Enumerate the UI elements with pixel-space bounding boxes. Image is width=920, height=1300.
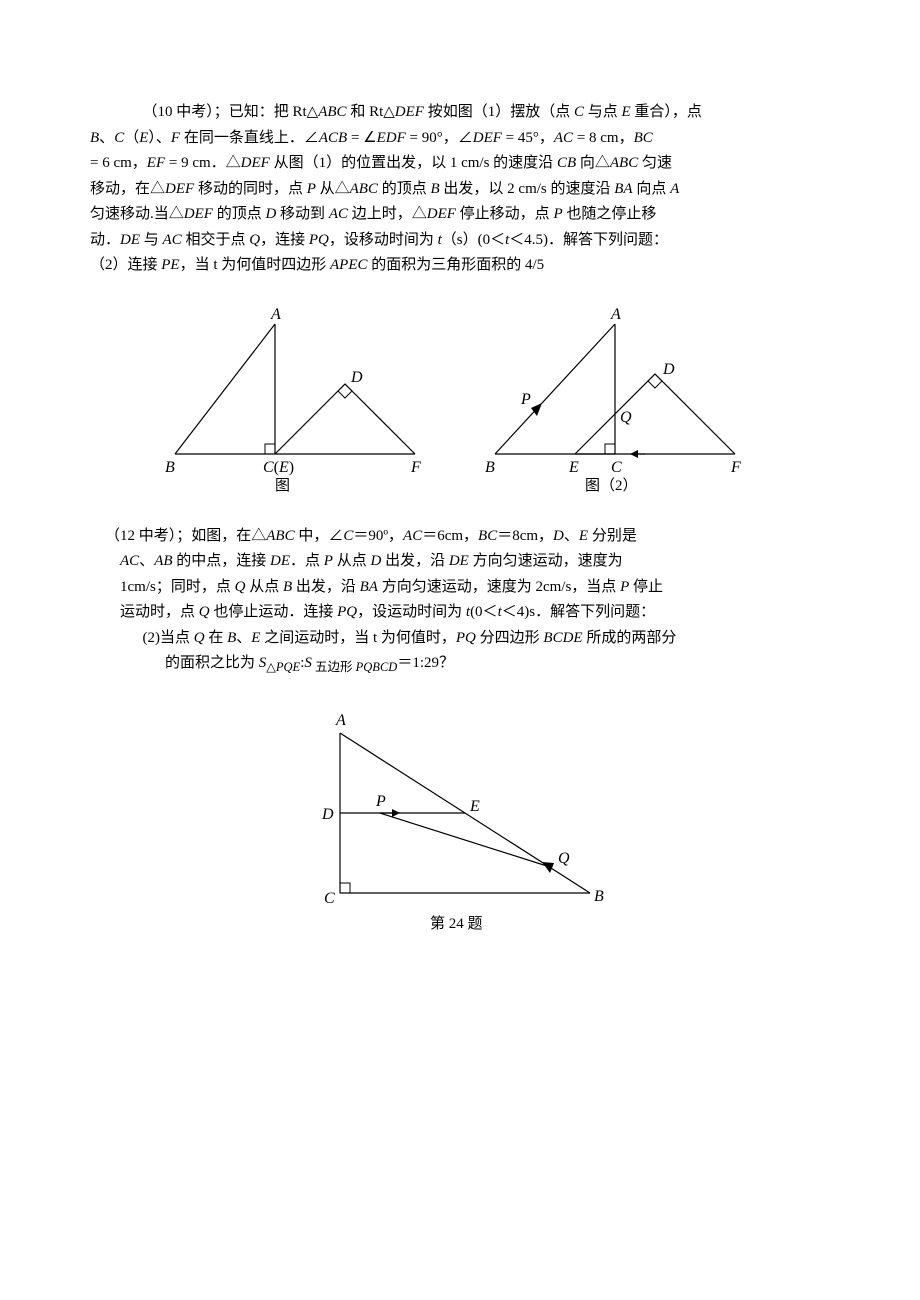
p2-line3: 1cm/s；同时，点 Q 从点 B 出发，沿 BA 方向匀速运动，速度为 2cm… (90, 575, 830, 601)
svg-text:B: B (165, 459, 175, 476)
svg-text:D: D (350, 369, 363, 386)
p1-line3: = 6 cm，EF = 9 cm．△DEF 从图（1）的位置出发，以 1 cm/… (90, 151, 830, 177)
svg-text:C: C (611, 459, 622, 476)
svg-text:D: D (662, 361, 675, 378)
p2-line4: 运动时，点 Q 也停止运动．连接 PQ，设运动时间为 t(0＜t＜4)s．解答下… (90, 600, 830, 626)
p1-line5: 匀速移动.当△DEF 的顶点 D 移动到 AC 边上时，△DEF 停止移动，点 … (90, 202, 830, 228)
svg-text:图（2）: 图（2） (585, 477, 638, 494)
svg-text:E: E (469, 798, 480, 815)
svg-text:A: A (270, 306, 281, 323)
svg-text:第 24 题: 第 24 题 (430, 914, 483, 932)
svg-text:F: F (410, 459, 421, 476)
p2-line1: （12 中考）；如图，在△ABC 中，∠C＝90º，AC＝6cm，BC＝8cm，… (90, 524, 830, 550)
p2-line2: AC、AB 的中点，连接 DE．点 P 从点 D 出发，沿 DE 方向匀速运动，… (90, 549, 830, 575)
p2-line5: (2)当点 Q 在 B、E 之间运动时，当 t 为何值时，PQ 分四边形 BCD… (90, 626, 830, 652)
svg-text:B: B (594, 888, 604, 905)
svg-text:P: P (375, 793, 386, 810)
svg-text:P: P (520, 391, 531, 408)
svg-text:D: D (321, 806, 334, 823)
figure-1-right: A B E C F D P Q 图（2） (475, 304, 765, 494)
svg-text:Q: Q (620, 409, 632, 426)
fig2-svg: A B E C F D P Q 图（2） (475, 304, 765, 494)
svg-text:B: B (485, 459, 495, 476)
svg-text:图: 图 (275, 477, 290, 494)
figure-row-1: A B C(E) F D 图 (90, 304, 830, 494)
svg-text:A: A (610, 306, 621, 323)
p1-line6: 动．DE 与 AC 相交于点 Q，连接 PQ，设移动时间为 t（s）(0＜t＜4… (90, 228, 830, 254)
p1-line7: （2）连接 PE，当 t 为何值时四边形 APEC 的面积为三角形面积的 4/5 (90, 253, 830, 279)
svg-text:E: E (568, 459, 579, 476)
fig1-svg: A B C(E) F D 图 (155, 304, 435, 494)
svg-text:C(E): C(E) (263, 459, 294, 476)
p1-line4: 移动，在△DEF 移动的同时，点 P 从△ABC 的顶点 B 出发，以 2 cm… (90, 177, 830, 203)
p1-line1: （10 中考）；已知：把 Rt△ABC 和 Rt△DEF 按如图（1）摆放（点 … (90, 100, 830, 126)
fig2-main-svg: A D P E Q C B 第 24 题 (300, 703, 620, 943)
svg-text:A: A (335, 712, 346, 729)
svg-text:C: C (324, 890, 335, 907)
page: （10 中考）；已知：把 Rt△ABC 和 Rt△DEF 按如图（1）摆放（点 … (0, 0, 920, 993)
p1-line2: B、C（E）、F 在同一条直线上．∠ACB = ∠EDF = 90°，∠DEF … (90, 126, 830, 152)
figure-1-left: A B C(E) F D 图 (155, 304, 435, 494)
p2-line6: 的面积之比为 S△PQE:S 五边形 PQBCD＝1:29？ (90, 651, 830, 678)
svg-text:Q: Q (558, 850, 570, 867)
svg-text:F: F (730, 459, 741, 476)
figure-2: A D P E Q C B 第 24 题 (90, 703, 830, 943)
